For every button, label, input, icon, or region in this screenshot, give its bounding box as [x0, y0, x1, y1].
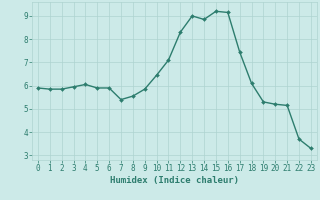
X-axis label: Humidex (Indice chaleur): Humidex (Indice chaleur) — [110, 176, 239, 185]
